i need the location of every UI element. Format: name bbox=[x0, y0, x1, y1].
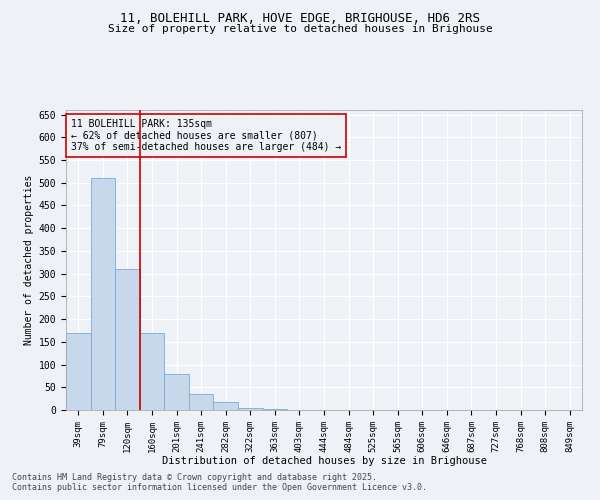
Bar bbox=[214, 402, 238, 410]
Text: Contains HM Land Registry data © Crown copyright and database right 2025.: Contains HM Land Registry data © Crown c… bbox=[12, 474, 377, 482]
Text: 11 BOLEHILL PARK: 135sqm
← 62% of detached houses are smaller (807)
37% of semi-: 11 BOLEHILL PARK: 135sqm ← 62% of detach… bbox=[71, 119, 341, 152]
Bar bbox=[164, 374, 189, 410]
Bar bbox=[91, 178, 115, 410]
Text: Contains public sector information licensed under the Open Government Licence v3: Contains public sector information licen… bbox=[12, 484, 427, 492]
Bar bbox=[115, 269, 140, 410]
Text: Size of property relative to detached houses in Brighouse: Size of property relative to detached ho… bbox=[107, 24, 493, 34]
Bar bbox=[189, 394, 214, 410]
Bar bbox=[140, 332, 164, 410]
X-axis label: Distribution of detached houses by size in Brighouse: Distribution of detached houses by size … bbox=[161, 456, 487, 466]
Y-axis label: Number of detached properties: Number of detached properties bbox=[25, 175, 34, 345]
Bar bbox=[66, 332, 91, 410]
Bar bbox=[263, 409, 287, 410]
Text: 11, BOLEHILL PARK, HOVE EDGE, BRIGHOUSE, HD6 2RS: 11, BOLEHILL PARK, HOVE EDGE, BRIGHOUSE,… bbox=[120, 12, 480, 26]
Bar bbox=[238, 408, 263, 410]
